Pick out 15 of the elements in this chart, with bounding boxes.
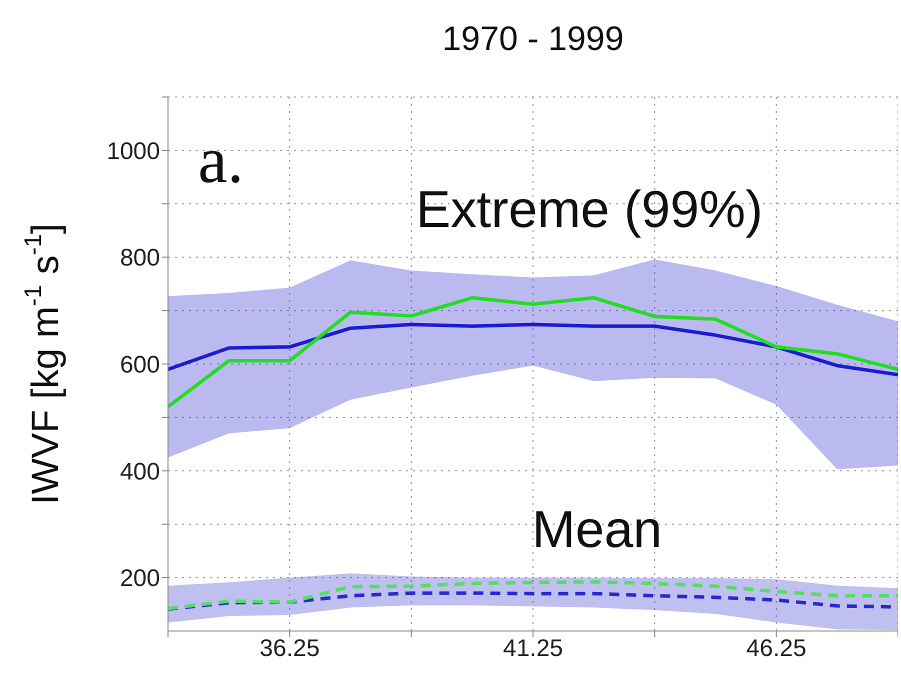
annotation: Extreme (99%) xyxy=(416,181,763,239)
y-tick-label: 1000 xyxy=(106,138,160,165)
x-tick-label: 46.25 xyxy=(746,635,806,662)
y-tick-label: 800 xyxy=(120,244,160,272)
x-tick-label: 36.25 xyxy=(260,635,320,662)
line-series xyxy=(168,580,898,610)
y-tick-label: 600 xyxy=(120,352,160,379)
y-tick-label: 400 xyxy=(120,458,160,486)
annotation: Mean xyxy=(532,501,662,559)
line-series xyxy=(168,322,898,376)
chart-title: 1970 - 1999 xyxy=(441,20,625,59)
x-tick-label: 41.25 xyxy=(502,635,564,662)
y-tick-label: 200 xyxy=(120,565,160,592)
annotation: a. xyxy=(198,124,244,197)
line-series xyxy=(168,296,898,408)
